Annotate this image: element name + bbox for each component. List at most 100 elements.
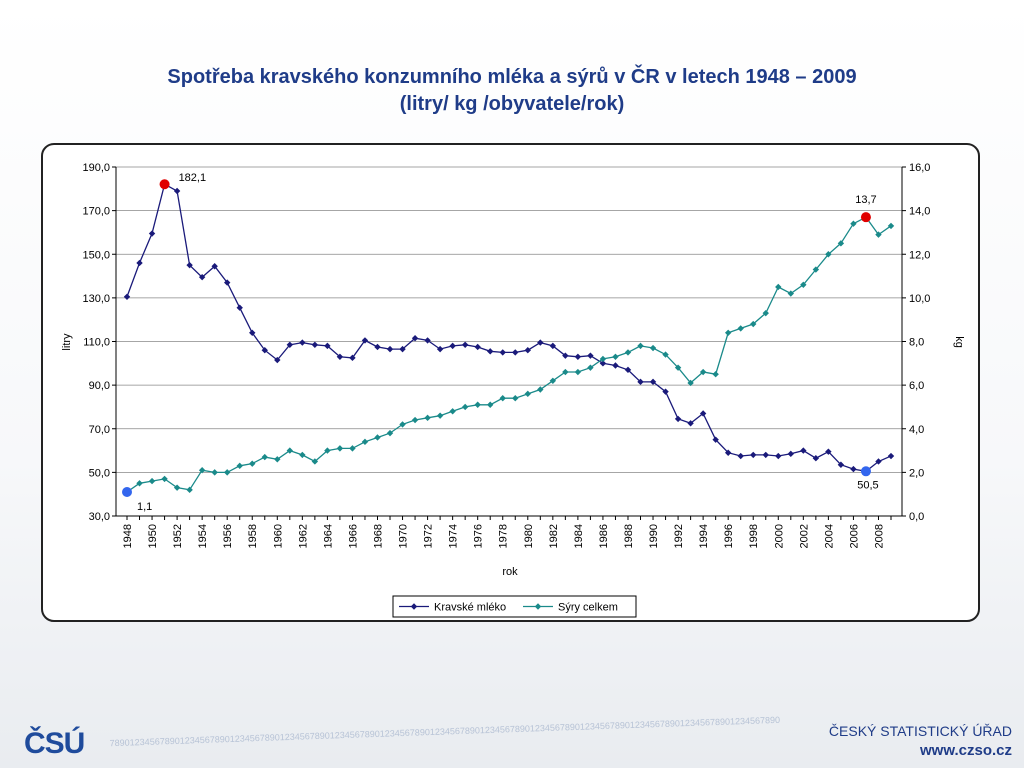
data-point-series-2: [574, 368, 582, 376]
highlight-marker: [860, 466, 871, 477]
data-point-series-2: [775, 283, 782, 291]
y-tick-label-right: 12,0: [909, 249, 930, 261]
x-tick-label: 1960: [272, 524, 284, 548]
data-point-series-2: [286, 447, 294, 454]
data-point-series-1: [787, 450, 795, 458]
data-point-series-1: [324, 342, 331, 350]
y-tick-label-right: 8,0: [909, 337, 924, 349]
data-point-series-1: [249, 329, 256, 336]
y-tick-label-left: 30,0: [89, 511, 110, 523]
x-tick-label: 1952: [172, 524, 184, 548]
data-point-series-1: [512, 349, 519, 356]
data-point-series-1: [399, 345, 406, 353]
legend-label: Sýry celkem: [558, 602, 618, 614]
x-axis-label: rok: [502, 566, 518, 578]
x-tick-label: 1996: [723, 524, 735, 548]
chart-frame: [41, 143, 980, 622]
data-point-series-1: [148, 230, 156, 237]
y-tick-label-right: 0,0: [909, 511, 924, 523]
y-tick-label-left: 190,0: [82, 162, 110, 174]
data-point-series-2: [261, 453, 268, 461]
legend: [392, 595, 637, 618]
data-point-series-2: [349, 445, 356, 452]
data-point-series-2: [800, 281, 807, 288]
data-point-series-1: [762, 451, 769, 459]
data-point-series-2: [374, 434, 381, 441]
y-tick-label-right: 4,0: [909, 424, 924, 436]
data-point-series-2: [198, 466, 206, 474]
annotation-label: 13,7: [855, 194, 876, 206]
data-point-series-1: [311, 341, 319, 348]
data-point-series-1: [274, 356, 281, 364]
data-point-series-2: [499, 395, 506, 402]
data-point-series-2: [236, 462, 243, 470]
data-point-series-1: [737, 452, 744, 460]
x-tick-label: 2000: [773, 524, 785, 548]
czso-logo: ČSÚ: [24, 727, 85, 760]
x-tick-label: 2008: [873, 524, 885, 548]
data-point-series-1: [750, 451, 757, 459]
data-point-series-2: [424, 414, 431, 422]
data-point-series-2: [411, 416, 419, 424]
data-point-series-2: [223, 469, 231, 476]
title-line-2: (litry/ kg /obyvatele/rok): [399, 93, 625, 115]
data-point-series-1: [424, 337, 431, 344]
x-tick-label: 1974: [448, 524, 460, 548]
data-point-series-1: [887, 452, 895, 460]
data-point-series-2: [148, 477, 156, 485]
data-point-series-2: [399, 421, 406, 428]
data-point-series-1: [461, 341, 469, 348]
data-point-series-1: [524, 347, 531, 354]
data-point-series-2: [750, 320, 757, 328]
data-point-series-2: [599, 355, 607, 363]
y-tick-label-left: 110,0: [83, 337, 110, 349]
data-point-series-2: [136, 480, 143, 487]
brand-block: ČESKÝ STATISTICKÝ ÚŘAD www.czso.cz: [829, 722, 1012, 762]
data-point-series-1: [261, 347, 268, 354]
data-point-series-1: [837, 461, 845, 468]
data-point-series-1: [374, 343, 381, 351]
series-line-2: [126, 216, 892, 493]
website-link[interactable]: www.czso.cz: [920, 742, 1012, 759]
data-point-series-1: [875, 458, 882, 465]
data-point-series-2: [850, 220, 857, 227]
x-tick-label: 1990: [648, 524, 660, 548]
data-point-series-1: [537, 339, 544, 346]
data-point-series-2: [173, 484, 181, 491]
data-point-series-2: [787, 290, 795, 297]
data-point-series-2: [687, 379, 694, 387]
x-tick-label: 1992: [673, 524, 685, 548]
data-point-series-1: [549, 342, 557, 350]
data-point-series-1: [136, 259, 143, 267]
legend-marker: [410, 603, 418, 610]
data-point-series-1: [211, 263, 218, 270]
y-tick-label-right: 2,0: [909, 467, 924, 479]
x-tick-label: 2006: [848, 524, 860, 548]
y-tick-label-left: 150,0: [82, 249, 110, 261]
data-point-series-1: [699, 410, 707, 417]
data-point-series-2: [186, 486, 193, 494]
data-point-series-1: [800, 447, 807, 454]
x-tick-label: 2002: [798, 524, 810, 548]
title-line-1: Spotřeba kravského konzumního mléka a sý…: [167, 66, 857, 88]
org-name: ČESKÝ STATISTICKÝ ÚŘAD: [828, 723, 1012, 739]
data-point-series-1: [724, 449, 732, 456]
data-point-series-1: [349, 354, 356, 362]
data-point-series-2: [674, 364, 682, 371]
data-point-series-2: [887, 222, 895, 230]
data-point-series-2: [274, 456, 281, 463]
x-tick-label: 1980: [523, 524, 535, 548]
x-tick-label: 1958: [247, 524, 259, 548]
annotation-label: 182,1: [179, 172, 207, 184]
data-point-series-1: [674, 415, 682, 423]
data-point-series-1: [662, 388, 669, 395]
data-point-series-2: [311, 458, 319, 465]
data-point-series-2: [637, 342, 644, 350]
annotation-label: 50,5: [857, 479, 878, 491]
data-point-series-1: [687, 420, 694, 427]
data-point-series-2: [449, 408, 456, 415]
data-point-series-2: [386, 429, 394, 437]
data-point-series-2: [512, 395, 519, 402]
data-point-series-2: [875, 231, 882, 238]
data-point-series-1: [499, 349, 506, 356]
